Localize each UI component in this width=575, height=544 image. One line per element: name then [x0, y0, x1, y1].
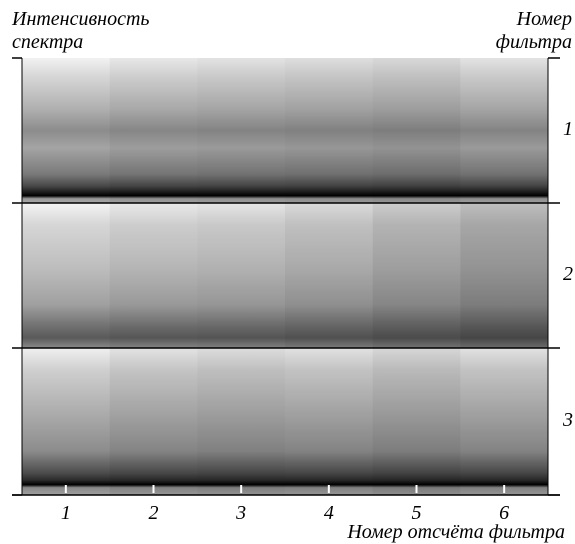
column-shade: [197, 348, 285, 495]
column-shade: [285, 203, 373, 348]
panel-label: 3: [562, 409, 573, 431]
spectrogram: [22, 348, 548, 495]
x-tick-label: 1: [61, 502, 71, 524]
column-shade: [460, 203, 548, 348]
y-label: Интенсивность: [11, 8, 150, 30]
plot-area: [22, 58, 548, 495]
right-label: Номер: [516, 8, 572, 30]
column-shade: [460, 58, 548, 203]
x-tick-label: 4: [324, 502, 334, 524]
column-shade: [285, 58, 373, 203]
x-tick-label: 6: [499, 502, 509, 524]
right-label: фильтра: [496, 31, 572, 53]
spectrogram: [22, 203, 548, 348]
column-shade: [285, 348, 373, 495]
column-shade: [372, 203, 461, 348]
column-shade: [109, 203, 198, 348]
column-shade: [372, 348, 461, 495]
column-shade: [109, 348, 198, 495]
x-tick-label: 3: [235, 502, 246, 524]
column-shade: [197, 203, 285, 348]
column-shade: [197, 58, 285, 203]
panel-label: 2: [563, 263, 573, 285]
column-shade: [372, 58, 461, 203]
spectrogram: [22, 58, 548, 203]
panel-label: 1: [563, 118, 573, 140]
x-tick-label: 2: [149, 502, 159, 524]
column-shade: [460, 348, 548, 495]
x-tick-label: 5: [412, 502, 422, 524]
x-label: Номер отсчёта фильтра: [346, 521, 565, 543]
y-label: спектра: [12, 31, 83, 53]
column-shade: [109, 58, 198, 203]
